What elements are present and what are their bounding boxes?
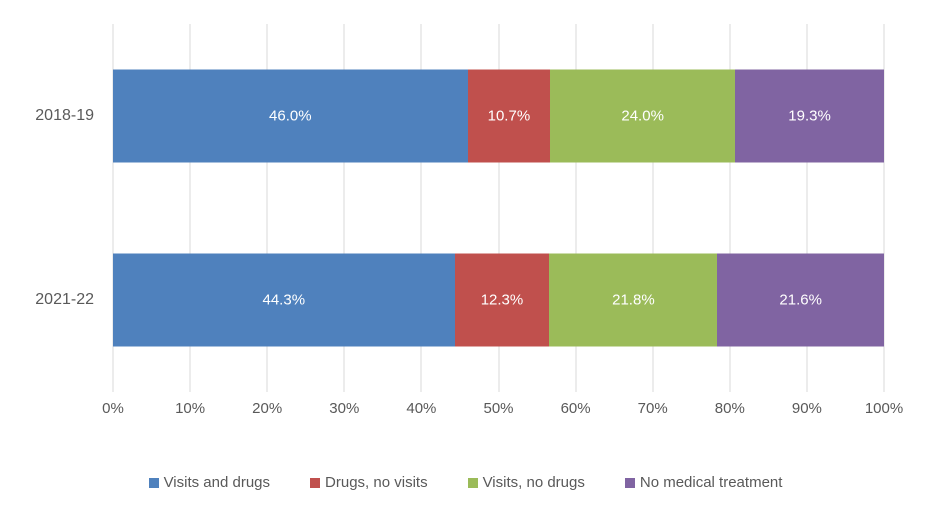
gridline <box>266 24 268 392</box>
x-tick-label: 60% <box>560 400 591 417</box>
legend-label: Visits and drugs <box>163 474 271 491</box>
x-tick-label: 50% <box>483 400 514 417</box>
x-axis: 0% 10% 20% 30% 40% 50% 60% 70% 80% 90% 100% <box>102 400 903 420</box>
legend-item: Visits, no drugs <box>467 474 585 491</box>
bar-segment: 10.7% <box>467 69 551 163</box>
bar-segment: 46.0% <box>113 69 468 163</box>
gridline <box>498 24 499 392</box>
bar-row: 2021-22 44.3% 12.3% 21.8% 21.6% <box>35 208 884 392</box>
legend: Visits and drugs Drugs, no visits Visits, … <box>0 474 931 491</box>
legend-item: Visits and drugs <box>148 474 271 491</box>
bar-rows: 2018-19 46.0% 10.7% 24.0% 19.3% 2021-22 44.3% 1… <box>35 24 884 392</box>
value-label: 44.3% <box>262 291 306 309</box>
value-label: 21.6% <box>779 291 822 309</box>
value-label: 46.0% <box>269 107 312 125</box>
value-label: 19.3% <box>788 107 831 125</box>
category-label: 2018-19 <box>35 107 94 124</box>
gridline <box>189 24 191 392</box>
gridline <box>575 24 577 392</box>
value-label: 21.8% <box>612 291 655 309</box>
value-label: 10.7% <box>487 107 531 125</box>
x-tick-label: 40% <box>406 400 437 417</box>
legend-item: Drugs, no visits <box>310 474 428 491</box>
legend-label: No medical treatment <box>639 474 783 491</box>
stacked-bar: 46.0% 10.7% 24.0% 19.3% <box>113 69 884 163</box>
legend-label: Visits, no drugs <box>482 474 585 491</box>
gridline <box>652 24 654 392</box>
bar-row: 2018-19 46.0% 10.7% 24.0% 19.3% <box>35 24 884 208</box>
legend-marker-icon <box>148 477 159 488</box>
x-tick-label: 70% <box>637 400 668 417</box>
x-tick-label: 80% <box>714 400 745 417</box>
legend-item: No medical treatment <box>624 474 783 491</box>
gridline <box>883 24 885 392</box>
gridline <box>729 24 731 392</box>
stacked-bar: 44.3% 12.3% 21.8% 21.6% <box>113 253 884 347</box>
gridline <box>806 24 808 392</box>
value-label: 12.3% <box>480 291 524 309</box>
x-tick-label: 90% <box>791 400 822 417</box>
x-tick-label: 0% <box>102 400 124 417</box>
gridline <box>112 24 114 392</box>
gridline <box>420 24 422 392</box>
bar-segment: 44.3% <box>113 253 455 347</box>
legend-marker-icon <box>310 477 321 488</box>
gridline <box>343 24 345 392</box>
bar-segment: 19.3% <box>735 69 884 163</box>
x-tick-label: 30% <box>329 400 360 417</box>
category-label: 2021-22 <box>35 291 94 308</box>
bar-segment: 21.6% <box>717 253 884 347</box>
x-tick-label: 100% <box>864 400 904 417</box>
plot-area: 2018-19 46.0% 10.7% 24.0% 19.3% 2021-22 44.3% 1… <box>35 24 903 417</box>
x-tick-label: 10% <box>175 400 206 417</box>
legend-marker-icon <box>467 477 478 488</box>
bar-segment: 24.0% <box>550 69 736 163</box>
legend-label: Drugs, no visits <box>325 474 428 491</box>
x-tick-label: 20% <box>252 400 283 417</box>
legend-marker-icon <box>624 477 635 488</box>
value-label: 24.0% <box>621 107 664 125</box>
bar-segment: 12.3% <box>454 253 550 347</box>
bar-segment: 21.8% <box>549 253 718 347</box>
